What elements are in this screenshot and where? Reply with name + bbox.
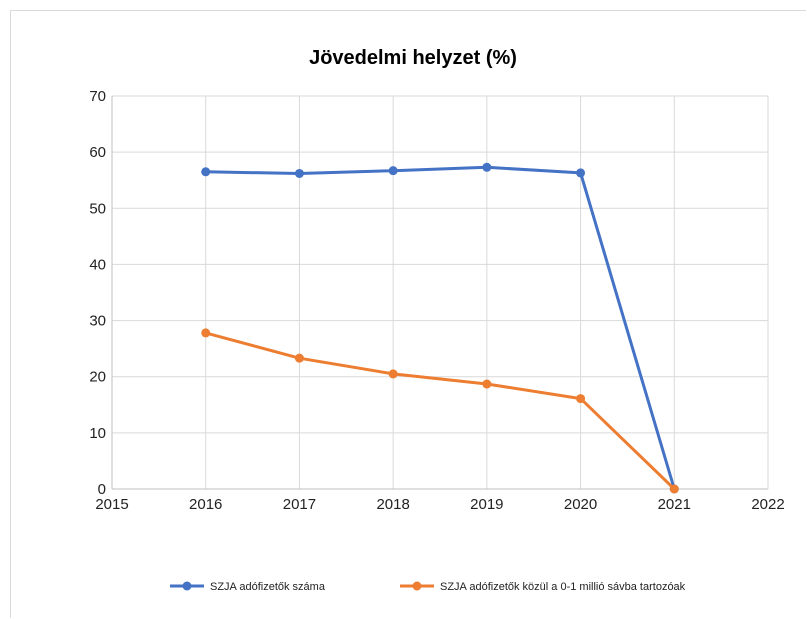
series-line-1 <box>205 165 676 490</box>
x-tick-label: 2015 <box>95 496 128 513</box>
y-tick-label: 0 <box>98 481 106 498</box>
data-point <box>576 394 586 404</box>
legend-marker-2 <box>412 581 422 591</box>
data-point <box>576 168 586 178</box>
chart-title: Jövedelmi helyzet (%) <box>309 47 517 69</box>
legend-label-2: SZJA adófizetők közül a 0-1 millió sávba… <box>440 581 686 593</box>
legend-label-1: SZJA adófizetők száma <box>210 581 326 593</box>
data-point <box>388 166 398 176</box>
y-tick-label: 20 <box>89 369 106 386</box>
series-group <box>201 162 679 494</box>
data-point <box>388 369 398 379</box>
y-tick-label: 10 <box>89 425 106 442</box>
data-point <box>294 168 304 178</box>
legend: SZJA adófizetők száma SZJA adófizetők köz… <box>170 581 686 593</box>
y-tick-label: 70 <box>89 88 106 105</box>
grid <box>112 95 769 489</box>
x-tick-label: 2016 <box>189 496 222 513</box>
axes: 0 10 20 30 40 50 60 70 2015 2016 2017 2018 2019 2020 2… <box>89 88 784 513</box>
chart-frame <box>10 10 806 618</box>
data-point <box>482 379 492 389</box>
data-point <box>482 162 492 172</box>
data-point <box>201 328 211 338</box>
data-point <box>294 353 304 363</box>
y-tick-label: 50 <box>89 200 106 217</box>
data-point <box>201 167 211 177</box>
series-line-2 <box>205 331 676 491</box>
data-point <box>669 484 679 494</box>
y-tick-label: 40 <box>89 256 106 273</box>
x-tick-label: 2021 <box>658 496 691 513</box>
y-tick-label: 30 <box>89 313 106 330</box>
x-tick-label: 2017 <box>283 496 316 513</box>
y-tick-label: 60 <box>89 144 106 161</box>
x-tick-label: 2022 <box>751 496 784 513</box>
legend-marker-1 <box>182 581 192 591</box>
x-tick-label: 2018 <box>376 496 409 513</box>
x-tick-label: 2020 <box>564 496 597 513</box>
x-tick-label: 2019 <box>470 496 503 513</box>
